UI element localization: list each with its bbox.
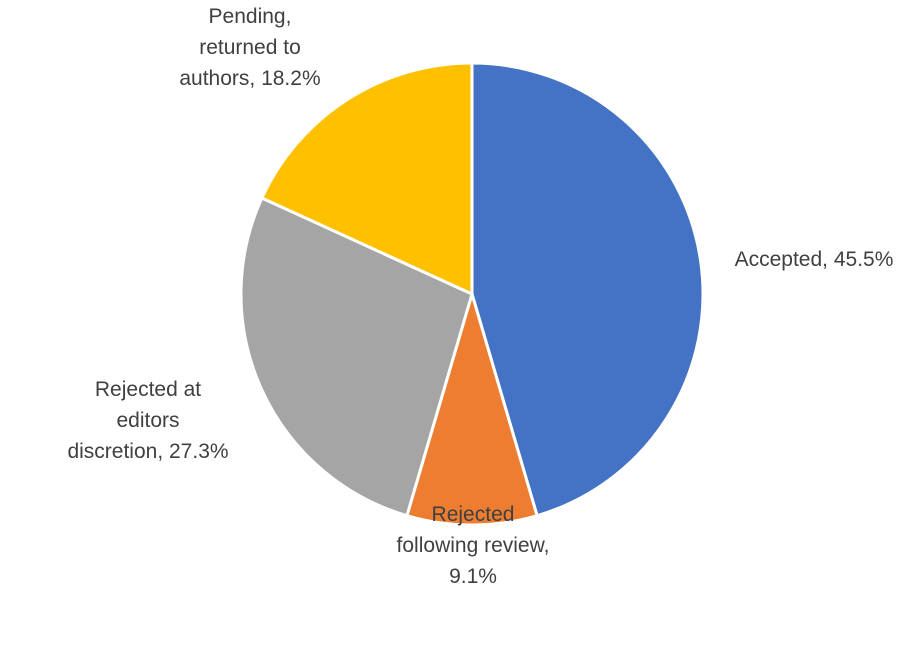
pie-label-pending-returned-to-authors: Pending, returned to authors, 18.2% bbox=[179, 5, 320, 90]
pie-label-line: Rejected bbox=[432, 503, 515, 526]
pie-label-line: 9.1% bbox=[449, 565, 497, 588]
pie-label-line: following review, bbox=[397, 534, 550, 557]
pie-labels: Accepted, 45.5% Rejected following review,… bbox=[67, 5, 893, 588]
pie-label-rejected-following-review: Rejected following review, 9.1% bbox=[397, 503, 550, 588]
pie-label-line: editors bbox=[116, 409, 179, 432]
pie-slice-rejected-following-review bbox=[405, 292, 539, 527]
pie-label-accepted: Accepted, 45.5% bbox=[735, 248, 894, 271]
pie-label-line: discretion, 27.3% bbox=[67, 440, 228, 463]
pie-label-line: Pending, bbox=[209, 5, 292, 28]
pie-label-line: Accepted, 45.5% bbox=[735, 248, 894, 271]
pie-slices bbox=[239, 61, 705, 527]
pie-slice-rejected-at-editors-discretion bbox=[239, 196, 474, 518]
pie-label-line: authors, 18.2% bbox=[179, 67, 320, 90]
pie-label-line: returned to bbox=[199, 36, 301, 59]
pie-label-rejected-at-editors-discretion: Rejected at editors discretion, 27.3% bbox=[67, 378, 228, 463]
pie-slice-pending-returned-to-authors bbox=[260, 61, 474, 296]
pie-label-line: Rejected at bbox=[95, 378, 201, 401]
pie-slice-accepted bbox=[470, 61, 705, 518]
